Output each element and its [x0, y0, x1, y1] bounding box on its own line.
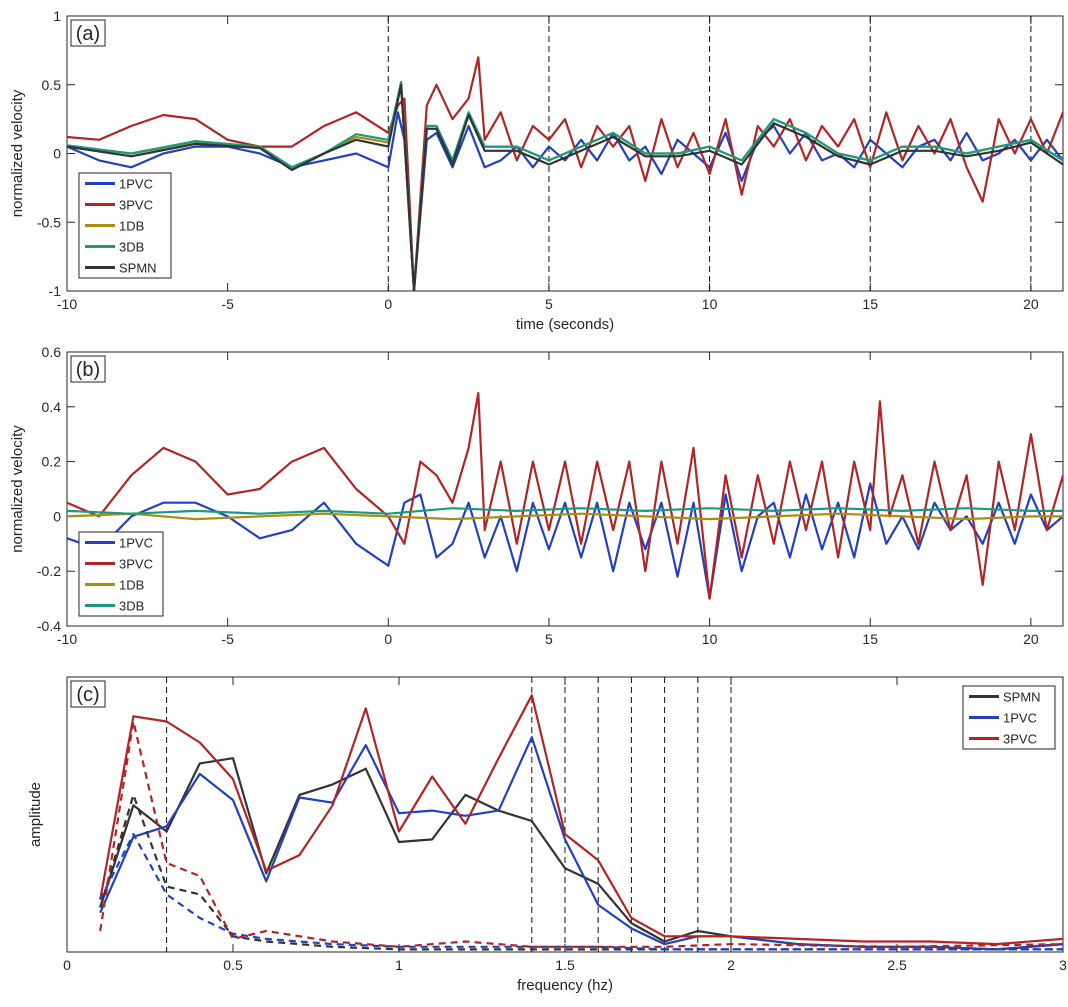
legend-entry: 3DB	[119, 599, 144, 614]
y-tick-label: -0.5	[37, 214, 61, 230]
legend-entry: SPMN	[1003, 690, 1041, 705]
panel-a: -10 -5 0 5 10 15 20 -1 -0.5 0 0.5 1 (a) time (seconds…	[9, 8, 1064, 333]
x-tick-label: 10	[702, 296, 718, 312]
series-line-1pvc	[99, 736, 1063, 951]
x-tick-label: 5	[545, 631, 553, 647]
axes-frame	[66, 351, 1064, 627]
y-tick-label: 0.4	[42, 399, 62, 415]
legend-entry: 1PVC	[119, 536, 153, 551]
series-line-3pvc	[99, 694, 1063, 946]
y-tick-label: 0.6	[42, 344, 62, 360]
x-tick-label: 0	[384, 631, 392, 647]
legend-entry: 1PVC	[1003, 711, 1037, 726]
x-tick-label: 20	[1023, 296, 1039, 312]
legend-entry: 3PVC	[119, 557, 153, 572]
x-tick-label: -10	[57, 631, 77, 647]
panel-label: (a)	[70, 19, 106, 47]
y-axis-label: amplitude	[27, 782, 44, 847]
series-line-3db	[67, 507, 1063, 515]
series-line-3pvc	[67, 392, 1063, 600]
x-tick-label: 0	[63, 957, 71, 973]
legend-entry: 3PVC	[1003, 732, 1037, 747]
legend: 1PVC 3PVC 1DB 3DB	[78, 531, 164, 617]
x-tick-label: 0.5	[223, 957, 243, 973]
series-group	[67, 392, 1063, 600]
panel-c: 0 0.5 1 1.5 2 2.5 3 (c) frequency (hz) amplitude S…	[27, 676, 1067, 994]
x-tick-label: 0	[384, 296, 392, 312]
legend-entry: 1DB	[119, 219, 144, 234]
y-tick-label: -0.2	[37, 563, 61, 579]
series-line-dashed	[99, 793, 1063, 951]
x-tick-label: 15	[862, 631, 878, 647]
x-tick-label: -5	[221, 631, 234, 647]
x-tick-label: 20	[1023, 631, 1039, 647]
panel-label: (c)	[70, 680, 106, 708]
panel-label-box	[70, 19, 106, 47]
legend: SPMN 1PVC 3PVC	[962, 685, 1056, 750]
x-axis-label: frequency (hz)	[517, 977, 613, 994]
series-line-1pvc	[67, 482, 1063, 600]
legend-box	[78, 172, 172, 279]
panel-label-text: (c)	[76, 684, 99, 706]
legend-box	[78, 531, 164, 617]
legend-entry: 1PVC	[119, 177, 153, 192]
x-tick-label: 10	[702, 631, 718, 647]
series-line-1db	[67, 512, 1063, 521]
panel-label-box	[70, 355, 106, 383]
panel-label-text: (a)	[76, 23, 100, 45]
y-axis-label: normalized velocity	[9, 89, 26, 217]
y-tick-label: 0.5	[42, 77, 62, 93]
panel-label-text: (b)	[76, 359, 100, 381]
series-line-dashed	[99, 720, 1063, 948]
series-line-dashed	[99, 832, 1063, 951]
y-tick-label: 1	[53, 8, 61, 24]
series-line-3pvc	[67, 56, 1063, 291]
y-tick-label: 0	[53, 508, 61, 524]
legend-entry: 3DB	[119, 240, 144, 255]
x-tick-label: 1	[395, 957, 403, 973]
x-tick-label: 5	[545, 296, 553, 312]
series-line-3db	[67, 80, 1063, 291]
legend-entry: 1DB	[119, 578, 144, 593]
legend-entry: 3PVC	[119, 198, 153, 213]
series-group	[99, 694, 1063, 951]
x-tick-label: 3	[1059, 957, 1067, 973]
x-tick-label: 2	[727, 957, 735, 973]
series-line-spmn	[67, 83, 1063, 291]
legend: 1PVC 3PVC 1DB 3DB SPMN	[78, 172, 172, 279]
series-group	[67, 56, 1063, 291]
x-tick-label: 2.5	[887, 957, 907, 973]
legend-entry: SPMN	[119, 261, 157, 276]
y-tick-label: 0	[53, 146, 61, 162]
x-tick-label: 1.5	[555, 957, 575, 973]
panel-label: (b)	[70, 355, 106, 383]
x-axis-label: time (seconds)	[516, 316, 614, 333]
panel-b: -10 -5 0 5 10 15 20 -0.4 -0.2 0 0.2 0.4 0.6 (b) normal…	[9, 344, 1064, 647]
x-tick-label: 15	[862, 296, 878, 312]
y-tick-label: -0.4	[37, 618, 61, 634]
y-tick-label: 0.2	[42, 454, 62, 470]
y-tick-label: -1	[49, 283, 62, 299]
x-tick-label: -10	[57, 296, 77, 312]
y-axis-label: normalized velocity	[9, 425, 26, 553]
panel-label-box	[70, 680, 106, 708]
x-tick-label: -5	[221, 296, 234, 312]
